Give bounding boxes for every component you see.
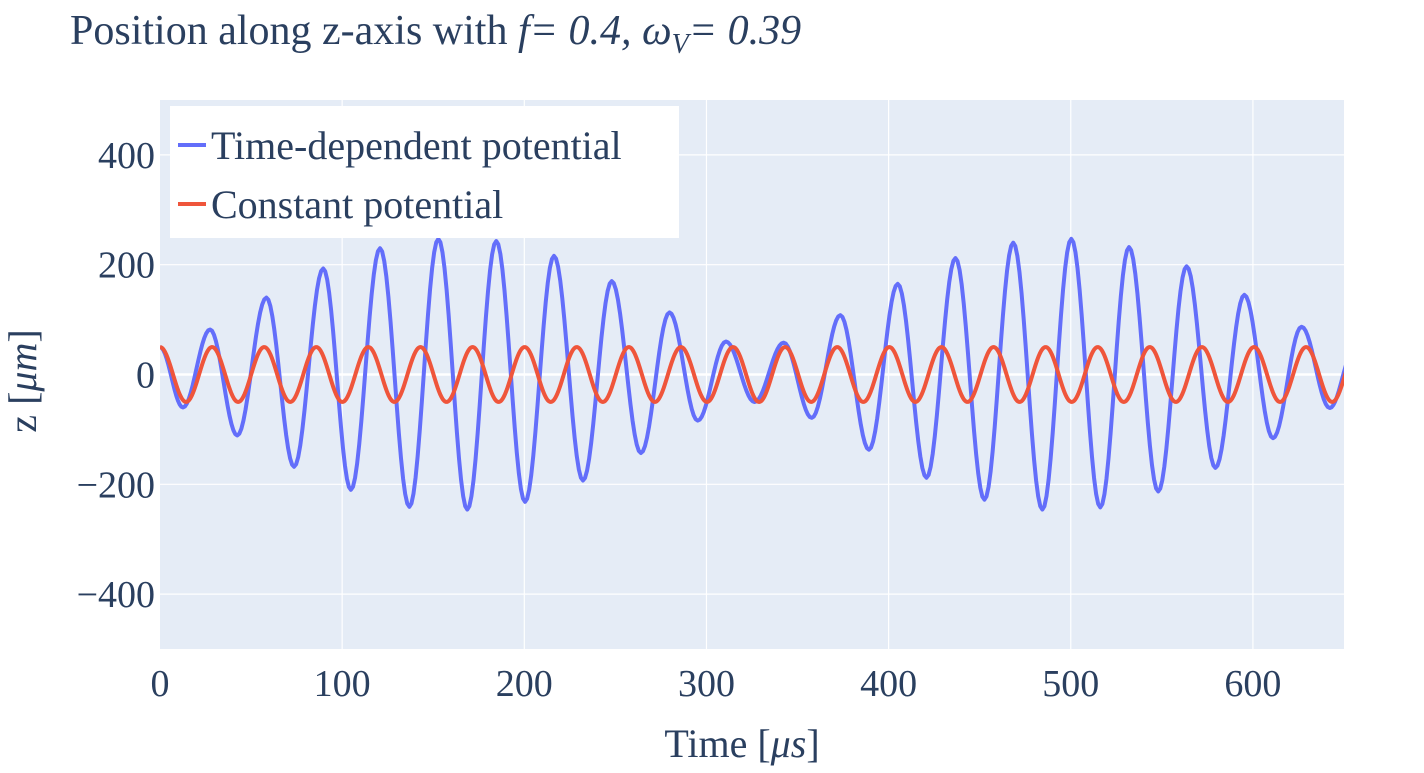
y-tick-label: 200 — [98, 245, 155, 287]
x-axis-title: Time [μs] — [664, 721, 819, 766]
x-axis-ticks: 0 100 200 300 400 500 600 — [151, 663, 1282, 705]
x-tick-label: 100 — [314, 663, 371, 705]
y-tick-label: 400 — [98, 135, 155, 177]
y-axis-unit: μm — [0, 343, 45, 393]
series-lines — [160, 236, 1344, 512]
legend-label-time-dependent: Time-dependent potential — [211, 123, 622, 168]
series-line-constant — [160, 345, 1344, 404]
x-axis-unit: μs — [770, 721, 807, 766]
x-tick-label: 400 — [860, 663, 917, 705]
legend: Time-dependent potential Constant potent… — [170, 106, 679, 238]
chart-title: Position along z-axis with f= 0.4, ωV= 0… — [70, 8, 801, 60]
title-omega-symbol: ω — [642, 8, 672, 54]
x-tick-label: 500 — [1042, 663, 1099, 705]
title-omega-subscript: V — [672, 29, 692, 60]
y-tick-label: 0 — [136, 355, 155, 397]
title-omega-value: = 0.39 — [689, 8, 801, 54]
legend-box — [170, 106, 679, 238]
x-tick-label: 0 — [151, 663, 170, 705]
y-tick-label: −400 — [77, 574, 155, 616]
x-axis-label: Time — [664, 721, 747, 766]
y-axis-ticks: −400 −200 0 200 400 — [77, 135, 155, 616]
y-axis-label: z — [0, 415, 45, 433]
title-f-value: = 0.4, — [530, 8, 632, 54]
title-prefix: Position along z-axis with — [70, 8, 518, 54]
x-tick-label: 600 — [1224, 663, 1281, 705]
x-tick-label: 300 — [678, 663, 735, 705]
x-tick-label: 200 — [496, 663, 553, 705]
y-axis-title: z [μm] — [0, 329, 45, 432]
y-tick-label: −200 — [77, 464, 155, 506]
legend-label-constant: Constant potential — [211, 182, 503, 227]
series-line-time-dependent — [160, 236, 1344, 512]
